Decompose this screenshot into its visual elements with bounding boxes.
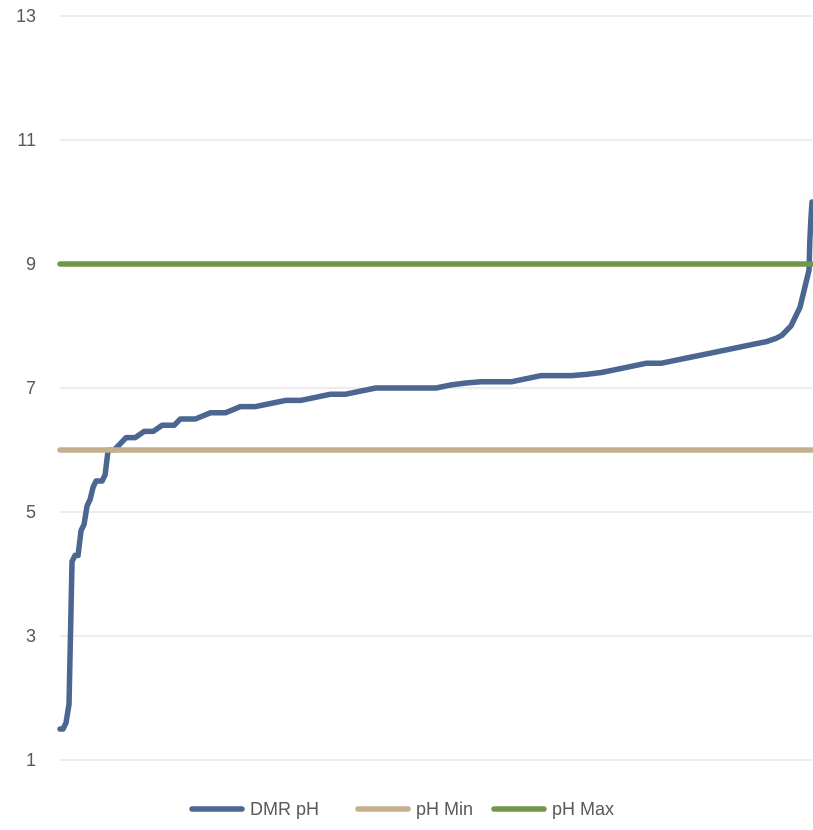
legend-label: pH Max xyxy=(552,799,614,819)
series-lines xyxy=(57,199,813,732)
y-tick-label: 7 xyxy=(26,378,36,398)
legend: DMR pH pH Min pH Max xyxy=(189,799,614,819)
y-tick-label: 13 xyxy=(16,6,36,26)
y-tick-label: 11 xyxy=(17,130,36,150)
series-line-dmr-ph xyxy=(57,199,813,732)
y-tick-label: 5 xyxy=(26,502,36,522)
legend-label: pH Min xyxy=(416,799,473,819)
y-tick-label: 1 xyxy=(26,750,36,770)
y-tick-label: 9 xyxy=(26,254,36,274)
y-tick-label: 3 xyxy=(26,626,36,646)
legend-label: DMR pH xyxy=(250,799,319,819)
